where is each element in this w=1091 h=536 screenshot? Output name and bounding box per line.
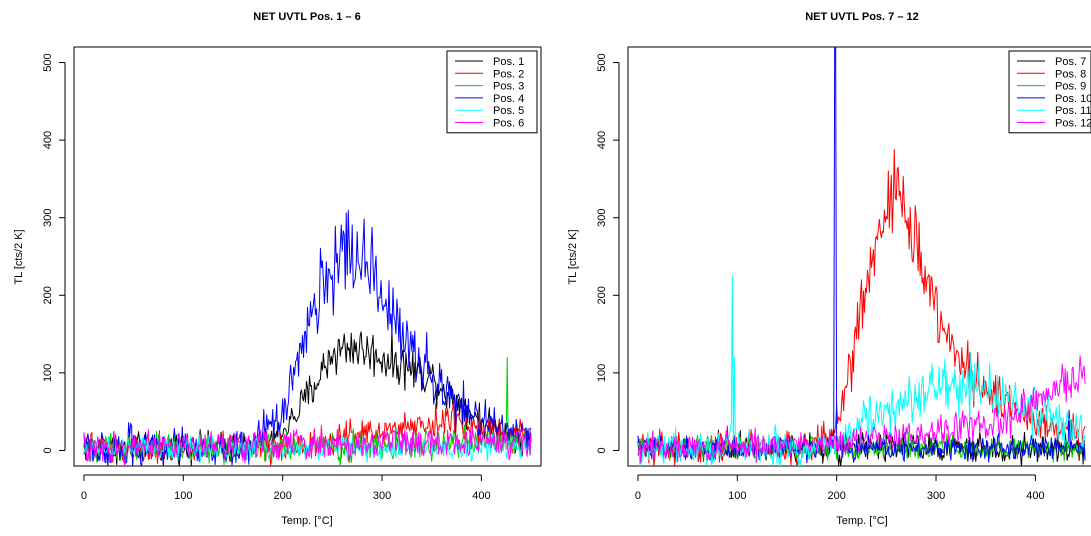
legend-label: Pos. 6 (493, 118, 524, 130)
legend-label: Pos. 12 (1055, 118, 1091, 130)
legend-label: Pos. 7 (1055, 56, 1086, 68)
legend-label: Pos. 1 (493, 56, 524, 68)
y-tick-label: 0 (596, 447, 608, 453)
plot-frame (627, 46, 1091, 467)
x-tick-label: 100 (728, 490, 746, 502)
legend-label: Pos. 10 (1055, 93, 1091, 105)
x-axis-label: Temp. [°C] (281, 515, 332, 527)
legend-label: Pos. 2 (493, 68, 524, 80)
legend-label: Pos. 8 (1055, 68, 1086, 80)
legend-label: Pos. 4 (493, 93, 524, 105)
y-tick-label: 300 (42, 209, 54, 227)
series-layer (83, 209, 532, 466)
x-tick-label: 0 (635, 490, 641, 502)
series-line-pos-12 (637, 355, 1086, 464)
x-axis: 0 100 200 300 400 (81, 474, 491, 502)
legend-box (446, 50, 538, 134)
y-tick-label: 500 (42, 53, 54, 71)
series-line-pos-6 (83, 424, 532, 466)
plot-frame (73, 46, 542, 467)
y-axis: 0 100 200 300 400 500 (596, 53, 620, 454)
x-tick-label: 0 (81, 490, 87, 502)
y-tick-label: 500 (596, 53, 608, 71)
chart-title: NET UVTL Pos. 7 – 12 (805, 11, 919, 23)
x-tick-label: 300 (927, 490, 945, 502)
x-axis-label: Temp. [°C] (836, 515, 887, 527)
x-tick-label: 200 (273, 490, 291, 502)
x-tick-label: 200 (827, 490, 845, 502)
y-tick-label: 100 (596, 364, 608, 382)
series-line-pos-11 (637, 275, 1086, 466)
chart-panel-2: NET UVTL Pos. 7 – 12 0 100 200 300 400 0 100 2… (567, 11, 1091, 527)
y-tick-label: 0 (42, 447, 54, 453)
legend-box (1008, 50, 1091, 134)
y-axis-label: TL [cts/2 K] (13, 229, 25, 284)
x-tick-label: 400 (472, 490, 490, 502)
y-tick-label: 400 (42, 131, 54, 149)
chart-panel-1: NET UVTL Pos. 1 – 6 0 100 200 300 400 0 100 20… (13, 11, 542, 527)
legend-label: Pos. 9 (1055, 81, 1086, 93)
y-tick-label: 100 (42, 364, 54, 382)
x-tick-label: 300 (373, 490, 391, 502)
series-layer (637, 47, 1086, 466)
x-axis: 0 100 200 300 400 (635, 474, 1045, 502)
x-tick-label: 100 (174, 490, 192, 502)
y-tick-label: 200 (596, 286, 608, 304)
series-line-pos-10 (637, 47, 1086, 464)
legend-label: Pos. 11 (1055, 105, 1091, 117)
x-tick-label: 400 (1026, 490, 1044, 502)
y-axis: 0 100 200 300 400 500 (42, 53, 66, 454)
y-tick-label: 400 (596, 131, 608, 149)
y-axis-label: TL [cts/2 K] (567, 229, 579, 284)
legend-label: Pos. 3 (493, 81, 524, 93)
y-tick-label: 200 (42, 286, 54, 304)
y-tick-label: 300 (596, 209, 608, 227)
chart-title: NET UVTL Pos. 1 – 6 (253, 11, 360, 23)
legend-label: Pos. 5 (493, 105, 524, 117)
